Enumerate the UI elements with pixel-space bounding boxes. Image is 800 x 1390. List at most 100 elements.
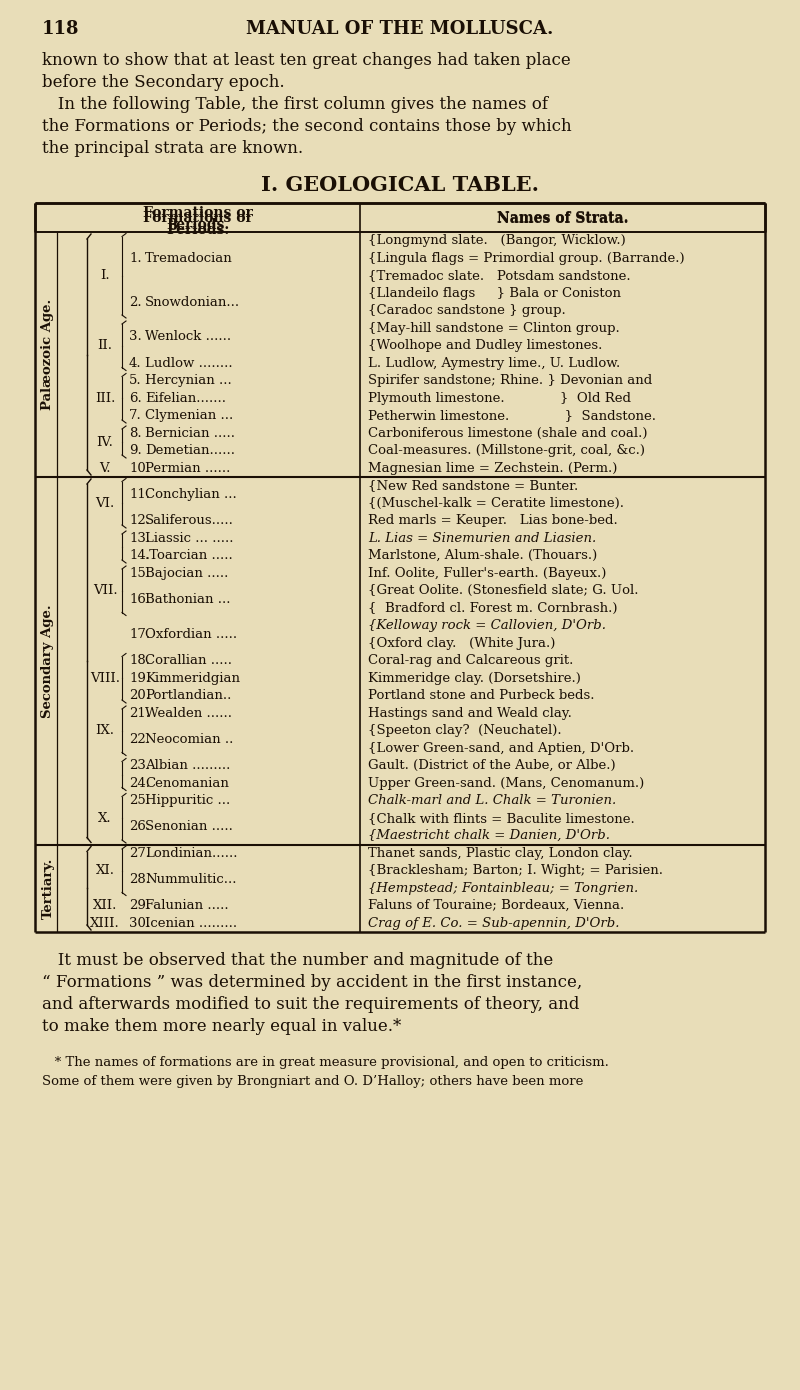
Text: Plymouth limestone.             }  Old Red: Plymouth limestone. } Old Red (368, 392, 631, 404)
Text: 29.: 29. (129, 899, 150, 912)
Text: Formations or: Formations or (142, 210, 252, 225)
Text: {Oxford clay.   (White Jura.): {Oxford clay. (White Jura.) (368, 637, 555, 649)
Text: Formations or: Formations or (142, 206, 252, 220)
Text: 26.: 26. (129, 820, 150, 834)
Text: Nummulitic...: Nummulitic... (145, 873, 237, 885)
Text: XII.: XII. (93, 899, 117, 912)
Text: 19.: 19. (129, 671, 150, 685)
Text: the principal strata are known.: the principal strata are known. (42, 140, 303, 157)
Text: to make them more nearly equal in value.*: to make them more nearly equal in value.… (42, 1017, 402, 1036)
Text: Periods.: Periods. (166, 222, 229, 236)
Text: Permian ......: Permian ...... (145, 461, 230, 475)
Text: 25.: 25. (129, 794, 150, 808)
Text: * The names of formations are in great measure provisional, and open to criticis: * The names of formations are in great m… (42, 1056, 609, 1069)
Text: Albian .........: Albian ......... (145, 759, 230, 773)
Text: 11.: 11. (129, 488, 150, 500)
Text: MANUAL OF THE MOLLUSCA.: MANUAL OF THE MOLLUSCA. (246, 19, 554, 38)
Text: L. Lias = Sinemurien and Liasien.: L. Lias = Sinemurien and Liasien. (368, 532, 596, 545)
Text: IX.: IX. (95, 724, 114, 737)
Text: and afterwards modified to suit the requirements of theory, and: and afterwards modified to suit the requ… (42, 997, 579, 1013)
Text: 17.: 17. (129, 628, 150, 641)
Text: Corallian .....: Corallian ..... (145, 655, 232, 667)
Text: Gault. (District of the Aube, or Albe.): Gault. (District of the Aube, or Albe.) (368, 759, 616, 773)
Text: Spirifer sandstone; Rhine. } Devonian and: Spirifer sandstone; Rhine. } Devonian an… (368, 374, 652, 388)
Text: {Llandeilo flags     } Bala or Coniston: {Llandeilo flags } Bala or Coniston (368, 286, 621, 300)
Text: {Tremadoc slate.   Potsdam sandstone.: {Tremadoc slate. Potsdam sandstone. (368, 270, 630, 282)
Text: {Hempstead; Fontainbleau; = Tongrien.: {Hempstead; Fontainbleau; = Tongrien. (368, 881, 638, 895)
Text: In the following Table, the first column gives the names of: In the following Table, the first column… (42, 96, 548, 113)
Text: 15.: 15. (129, 567, 150, 580)
Text: 22.: 22. (129, 733, 150, 746)
Text: Upper Green-sand. (Mans, Cenomanum.): Upper Green-sand. (Mans, Cenomanum.) (368, 777, 644, 790)
Text: Names of Strata.: Names of Strata. (497, 210, 628, 225)
Text: Palæozoic Age.: Palæozoic Age. (42, 299, 54, 410)
Text: {May-hill sandstone = Clinton group.: {May-hill sandstone = Clinton group. (368, 321, 620, 335)
Text: 27.: 27. (129, 847, 150, 860)
Text: Chalk-marl and L. Chalk = Turonien.: Chalk-marl and L. Chalk = Turonien. (368, 794, 616, 808)
Text: I.: I. (100, 270, 110, 282)
Text: {Caradoc sandstone } group.: {Caradoc sandstone } group. (368, 304, 566, 317)
Text: Coral-rag and Calcareous grit.: Coral-rag and Calcareous grit. (368, 655, 574, 667)
Text: 2.: 2. (129, 296, 142, 309)
Text: 24.: 24. (129, 777, 150, 790)
Text: Thanet sands, Plastic clay, London clay.: Thanet sands, Plastic clay, London clay. (368, 847, 633, 860)
Text: VII.: VII. (93, 584, 118, 598)
Text: Bernician .....: Bernician ..... (145, 427, 235, 439)
Text: Hastings sand and Weald clay.: Hastings sand and Weald clay. (368, 706, 572, 720)
Text: 1.: 1. (129, 252, 142, 264)
Text: 118: 118 (42, 19, 79, 38)
Text: Bajocian .....: Bajocian ..... (145, 567, 228, 580)
Text: Demetian......: Demetian...... (145, 445, 235, 457)
Text: Portland stone and Purbeck beds.: Portland stone and Purbeck beds. (368, 689, 594, 702)
Text: 30.: 30. (129, 917, 150, 930)
Text: Falunian .....: Falunian ..... (145, 899, 229, 912)
Text: Liassic ... .....: Liassic ... ..... (145, 532, 234, 545)
Text: 13.: 13. (129, 532, 150, 545)
Text: Ludlow ........: Ludlow ........ (145, 357, 233, 370)
Text: 28.: 28. (129, 873, 150, 885)
Text: Carboniferous limestone (shale and coal.): Carboniferous limestone (shale and coal.… (368, 427, 647, 439)
Text: Eifelian.......: Eifelian....... (145, 392, 226, 404)
Text: 3.: 3. (129, 331, 142, 343)
Text: 6.: 6. (129, 392, 142, 404)
Text: Faluns of Touraine; Bordeaux, Vienna.: Faluns of Touraine; Bordeaux, Vienna. (368, 899, 624, 912)
Text: {Lower Green-sand, and Aptien, D'Orb.: {Lower Green-sand, and Aptien, D'Orb. (368, 742, 634, 755)
Text: L. Ludlow, Aymestry lime., U. Ludlow.: L. Ludlow, Aymestry lime., U. Ludlow. (368, 357, 620, 370)
Text: before the Secondary epoch.: before the Secondary epoch. (42, 74, 285, 90)
Text: Periods.: Periods. (166, 218, 229, 232)
Text: Coal-measures. (Millstone-grit, coal, &c.): Coal-measures. (Millstone-grit, coal, &c… (368, 445, 645, 457)
Text: Petherwin limestone.             }  Sandstone.: Petherwin limestone. } Sandstone. (368, 409, 656, 423)
Text: Icenian .........: Icenian ......... (145, 917, 237, 930)
Text: .Toarcian .....: .Toarcian ..... (145, 549, 233, 562)
Text: Neocomian ..: Neocomian .. (145, 733, 234, 746)
Text: Bathonian ...: Bathonian ... (145, 594, 230, 606)
Text: I. GEOLOGICAL TABLE.: I. GEOLOGICAL TABLE. (261, 175, 539, 195)
Text: Marlstone, Alum-shale. (Thouars.): Marlstone, Alum-shale. (Thouars.) (368, 549, 598, 562)
Text: {  Bradford cl. Forest m. Cornbrash.): { Bradford cl. Forest m. Cornbrash.) (368, 602, 618, 614)
Text: X.: X. (98, 812, 112, 824)
Text: Inf. Oolite, Fuller's-earth. (Bayeux.): Inf. Oolite, Fuller's-earth. (Bayeux.) (368, 567, 606, 580)
Text: 21.: 21. (129, 706, 150, 720)
Text: Wenlock ......: Wenlock ...... (145, 331, 231, 343)
Text: Hippuritic ...: Hippuritic ... (145, 794, 230, 808)
Text: Kimmeridgian: Kimmeridgian (145, 671, 240, 685)
Text: Magnesian lime = Zechstein. (Perm.): Magnesian lime = Zechstein. (Perm.) (368, 461, 618, 475)
Text: {Maestricht chalk = Danien, D'Orb.: {Maestricht chalk = Danien, D'Orb. (368, 830, 610, 842)
Text: {Speeton clay?  (Neuchatel).: {Speeton clay? (Neuchatel). (368, 724, 562, 737)
Text: 23.: 23. (129, 759, 150, 773)
Text: 10.: 10. (129, 461, 150, 475)
Text: XIII.: XIII. (90, 917, 120, 930)
Text: Londinian......: Londinian...... (145, 847, 238, 860)
Text: {Chalk with flints = Baculite limestone.: {Chalk with flints = Baculite limestone. (368, 812, 634, 824)
Text: It must be observed that the number and magnitude of the: It must be observed that the number and … (42, 952, 554, 969)
Text: the Formations or Periods; the second contains those by which: the Formations or Periods; the second co… (42, 118, 572, 135)
Text: Snowdonian...: Snowdonian... (145, 296, 240, 309)
Text: {Woolhope and Dudley limestones.: {Woolhope and Dudley limestones. (368, 339, 602, 352)
Text: {Kelloway rock = Callovien, D'Orb.: {Kelloway rock = Callovien, D'Orb. (368, 620, 606, 632)
Text: 8.: 8. (129, 427, 142, 439)
Text: V.: V. (99, 461, 110, 475)
Text: Saliferous.....: Saliferous..... (145, 514, 234, 527)
Text: XI.: XI. (95, 865, 114, 877)
Text: VI.: VI. (95, 496, 114, 510)
Text: {(Muschel-kalk = Ceratite limestone).: {(Muschel-kalk = Ceratite limestone). (368, 496, 624, 510)
